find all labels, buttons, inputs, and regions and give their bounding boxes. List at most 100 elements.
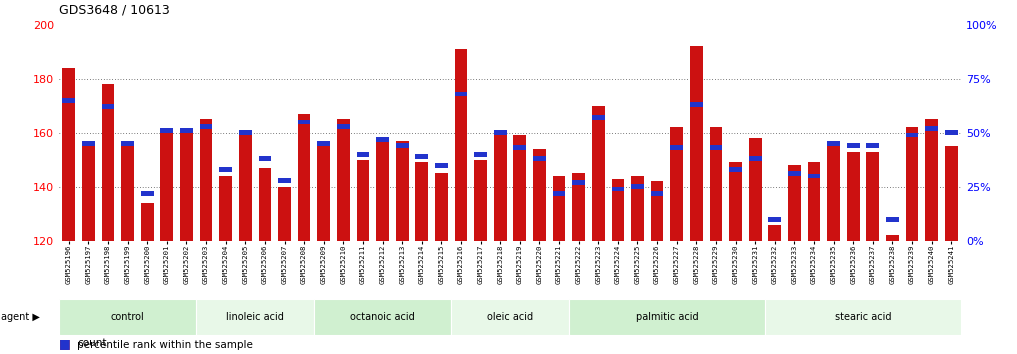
Bar — [769, 224, 781, 241]
Text: count: count — [77, 338, 107, 348]
Bar — [317, 146, 331, 241]
Bar — [196, 299, 314, 335]
Bar — [632, 176, 644, 241]
Bar — [376, 138, 388, 241]
Bar — [592, 106, 605, 241]
Bar — [199, 119, 213, 241]
Bar — [670, 145, 683, 150]
Text: oleic acid: oleic acid — [487, 312, 533, 322]
Bar — [729, 162, 742, 241]
Bar — [847, 143, 859, 148]
Bar — [670, 127, 683, 241]
Bar — [827, 141, 840, 241]
Bar — [651, 181, 663, 241]
Bar — [278, 187, 291, 241]
Bar — [611, 187, 624, 191]
Bar — [258, 156, 272, 161]
Bar — [102, 84, 114, 241]
Bar — [592, 115, 605, 120]
Bar — [690, 102, 703, 107]
Bar — [199, 124, 213, 129]
Bar — [710, 127, 722, 241]
Bar — [866, 143, 879, 148]
Bar — [415, 162, 428, 241]
Bar — [161, 130, 173, 241]
Bar — [866, 152, 879, 241]
Bar — [298, 120, 310, 124]
Bar — [945, 146, 958, 241]
Bar — [533, 156, 546, 161]
Bar — [573, 180, 585, 185]
Bar — [474, 152, 487, 157]
Bar — [788, 165, 800, 241]
Bar — [337, 119, 350, 241]
Bar — [396, 141, 409, 241]
Bar — [180, 133, 193, 241]
Text: ■: ■ — [59, 337, 71, 350]
Bar — [455, 49, 468, 241]
Bar — [827, 141, 840, 146]
Bar — [573, 173, 585, 241]
Bar — [906, 127, 918, 241]
Bar — [220, 167, 232, 172]
Bar — [415, 154, 428, 159]
Bar — [62, 98, 75, 103]
Bar — [788, 171, 800, 176]
Bar — [298, 114, 310, 241]
Bar — [59, 299, 196, 335]
Bar — [239, 130, 251, 135]
Bar — [769, 217, 781, 222]
Bar — [278, 178, 291, 183]
Bar — [552, 176, 565, 241]
Bar — [514, 145, 526, 150]
Bar — [569, 299, 765, 335]
Text: linoleic acid: linoleic acid — [226, 312, 284, 322]
Bar — [337, 124, 350, 129]
Bar — [886, 235, 899, 241]
Bar — [765, 299, 961, 335]
Bar — [455, 91, 468, 96]
Text: stearic acid: stearic acid — [835, 312, 891, 322]
Text: ■: ■ — [59, 337, 71, 350]
Bar — [533, 149, 546, 241]
Text: palmitic acid: palmitic acid — [636, 312, 699, 322]
Bar — [220, 176, 232, 241]
Bar — [452, 299, 569, 335]
Bar — [82, 146, 95, 241]
Bar — [847, 152, 859, 241]
Bar — [121, 141, 134, 241]
Bar — [317, 141, 331, 146]
Bar — [749, 156, 762, 161]
Bar — [396, 143, 409, 148]
Bar — [514, 136, 526, 241]
Bar — [807, 162, 821, 241]
Bar — [611, 179, 624, 241]
Bar — [376, 137, 388, 142]
Bar — [82, 141, 95, 146]
Bar — [494, 130, 506, 135]
Bar — [552, 191, 565, 196]
Bar — [710, 145, 722, 150]
Bar — [494, 130, 506, 241]
Bar — [925, 119, 938, 241]
Bar — [945, 130, 958, 135]
Bar — [435, 173, 447, 241]
Bar — [749, 138, 762, 241]
Bar — [357, 160, 369, 241]
Bar — [690, 46, 703, 241]
Text: GDS3648 / 10613: GDS3648 / 10613 — [59, 3, 170, 16]
Bar — [906, 132, 918, 137]
Bar — [121, 141, 134, 146]
Bar — [729, 167, 742, 172]
Text: control: control — [111, 312, 144, 322]
Bar — [62, 68, 75, 241]
Bar — [807, 173, 821, 178]
Bar — [102, 104, 114, 109]
Bar — [474, 160, 487, 241]
Bar — [632, 184, 644, 189]
Bar — [886, 217, 899, 222]
Bar — [141, 191, 154, 196]
Bar — [141, 203, 154, 241]
Text: octanoic acid: octanoic acid — [350, 312, 415, 322]
Bar — [180, 128, 193, 133]
